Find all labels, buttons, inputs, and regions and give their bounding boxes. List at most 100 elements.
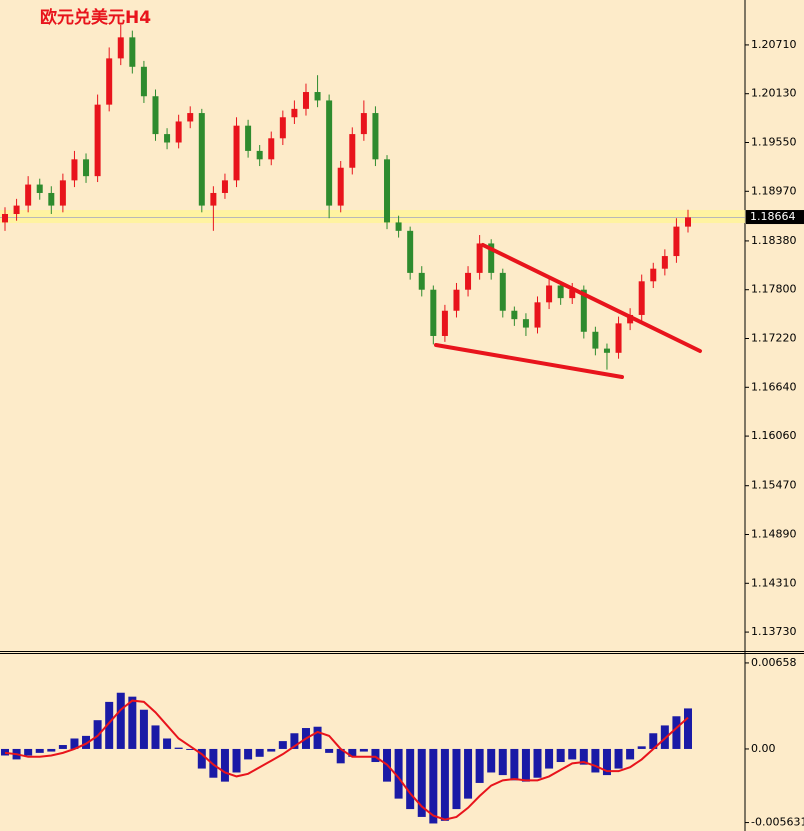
y-tick-label: 0.00 [751,742,776,755]
macd-bar [684,708,692,749]
macd-bar [417,748,426,817]
macd-bar [371,748,380,763]
macd-bar [359,748,368,752]
candle-body [395,222,402,231]
macd-bar [232,748,241,773]
candle-body [685,217,691,227]
macd-bar [47,748,56,752]
macd-bar [1,748,9,756]
y-tick-label: 1.18970 [751,184,797,197]
candle-body [106,58,113,105]
macd-bar [533,748,542,778]
candle-body [511,310,518,320]
signal-line [4,699,689,821]
macd-bar [70,738,79,749]
candle-body [164,134,171,143]
candle-body [569,289,576,299]
macd-bar [464,748,473,799]
macd-bar [151,725,160,749]
y-tick-label: -0.005631 [751,816,804,829]
y-tick-label: 1.15470 [751,479,797,492]
candle-body [314,92,321,101]
y-tick-label: 1.16060 [751,429,797,442]
candle-body [279,117,286,139]
macd-bar [336,748,345,764]
macd-bar [429,748,438,824]
candle-body [407,230,414,273]
macd-bar [475,748,484,783]
macd-bar [35,748,44,753]
candle-body [129,37,136,67]
candle-body [534,302,541,328]
candle-body [291,108,298,118]
candle-body [372,113,379,160]
candle-body [2,214,8,223]
macd-bar [290,733,299,749]
candle-body [488,243,495,273]
macd-bar [626,748,635,760]
macd-bar [556,748,565,763]
macd-bar [498,748,507,776]
candle-body [326,100,333,206]
candle-body [557,285,564,299]
current-price-box [746,210,804,225]
macd-bar [637,746,646,749]
candle-body [430,289,437,336]
macd-bar [197,748,206,769]
candle-body [256,150,263,160]
y-tick-label: 1.13730 [751,625,797,638]
y-tick-label: 1.18380 [751,234,797,247]
candle-body [627,314,634,324]
candle-body [13,205,20,215]
macd-bar [672,716,681,749]
candle-body [522,319,529,328]
macd-bar [139,709,148,749]
macd-bar [244,748,253,760]
candle-body [117,37,124,59]
current-price-label: 1.18664 [750,210,796,223]
macd-bar [105,701,114,749]
y-tick-label: 1.14310 [751,576,797,589]
candle-body [360,113,367,135]
macd-bar [591,748,600,773]
candle-body [638,281,645,315]
candle-body [245,125,252,151]
macd-bar [174,747,183,749]
candle-body [187,113,194,122]
candle-body [140,66,147,97]
candle-body [499,272,506,311]
trend-line [481,243,702,353]
macd-bar [163,738,172,749]
candle-body [233,125,240,181]
macd-bar [440,748,449,821]
candle-body [48,192,55,206]
y-tick-label: 1.20710 [751,38,797,51]
candle-body [210,192,217,206]
macd-bar [82,735,91,749]
macd-bar [579,748,588,765]
macd-bar [452,748,461,810]
macd-bar [255,748,264,757]
candle-body [418,272,425,290]
macd-bar [487,748,496,773]
candle-body [83,159,90,177]
trend-line [434,343,624,379]
candle-body [337,167,344,206]
y-tick-label: 0.00658 [751,656,797,669]
candle-body [476,243,483,273]
macd-bar [24,748,33,756]
candle-body [94,104,101,177]
candle-body [592,331,599,349]
macd-bar [186,748,195,750]
candle-body [221,180,228,193]
y-tick-label: 1.17800 [751,283,797,296]
candle-body [603,348,610,353]
macd-bar [278,741,287,749]
candle-body [349,134,356,168]
macd-bar [545,748,554,769]
macd-bar [220,748,229,782]
macd-bar [568,748,577,760]
candle-body [59,180,66,206]
price-zone [0,210,745,224]
candle-body [580,289,587,332]
